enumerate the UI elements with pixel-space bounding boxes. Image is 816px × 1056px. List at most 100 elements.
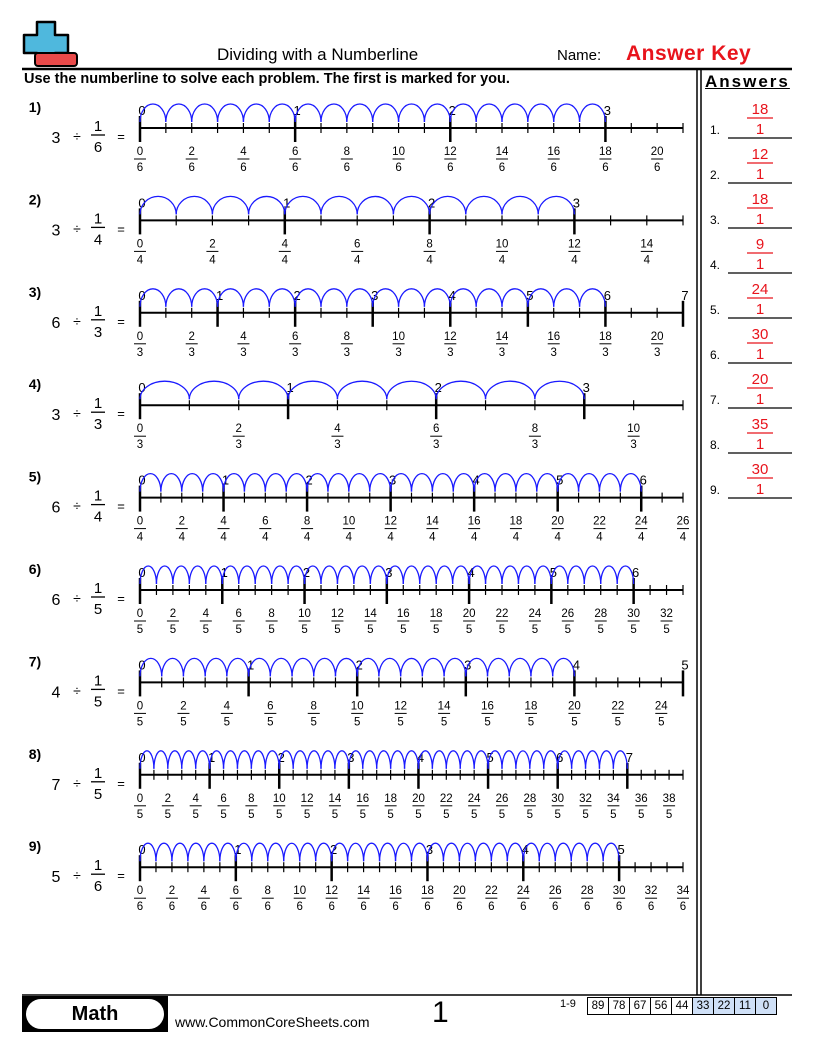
jump-arc: [161, 657, 185, 677]
fraction-label-numerator: 10: [273, 793, 286, 805]
jump-arc: [187, 842, 205, 862]
jump-arc: [515, 750, 531, 769]
jump-arc: [306, 472, 329, 492]
fraction-label-numerator: 32: [579, 793, 592, 805]
jump-arc: [208, 750, 225, 769]
fraction-label-numerator: 2: [189, 146, 195, 158]
fraction-label-denominator: 3: [189, 347, 195, 359]
fraction-label-numerator: 6: [220, 793, 226, 805]
fraction-label-denominator: 3: [654, 347, 660, 359]
jump-arc: [527, 288, 555, 307]
jump-arc: [291, 657, 315, 677]
fraction-label-denominator: 5: [663, 624, 669, 636]
fraction-label-numerator: 30: [613, 885, 626, 897]
jump-arc: [283, 842, 301, 862]
whole-number-label: 7: [681, 288, 688, 303]
answer-item: 9. 30 1: [710, 461, 792, 499]
answer-denominator: 1: [756, 301, 764, 318]
divide-sign: ÷: [73, 775, 81, 791]
fraction-label-denominator: 4: [179, 532, 186, 544]
fraction-label-denominator: 5: [224, 716, 230, 728]
jump-arc: [494, 472, 517, 492]
jump-arc: [264, 750, 280, 769]
fraction-label-denominator: 5: [532, 624, 538, 636]
fraction-label-numerator: 14: [357, 885, 370, 897]
fraction-label-numerator: 20: [551, 516, 564, 528]
jump-arc: [155, 565, 174, 585]
fraction-label-numerator: 22: [440, 793, 453, 805]
jump-arc: [139, 472, 162, 492]
divide-sign: ÷: [73, 682, 81, 698]
fraction-label-numerator: 0: [137, 331, 143, 343]
whole-number-label: 2: [449, 103, 456, 118]
jump-arc: [236, 750, 253, 769]
fraction-label-denominator: 5: [367, 624, 373, 636]
jump-arc: [490, 842, 508, 862]
jump-arc: [465, 195, 503, 215]
fraction-label-numerator: 6: [292, 331, 298, 343]
jump-arc: [195, 750, 211, 769]
jump-arc: [501, 565, 520, 585]
fraction-label-numerator: 2: [180, 700, 186, 712]
jump-arc: [353, 565, 372, 585]
divide-sign: ÷: [73, 405, 81, 421]
jump-arc: [378, 657, 402, 677]
fraction-label-numerator: 8: [532, 423, 538, 435]
jump-arc: [139, 103, 167, 123]
answer-number: 2.: [710, 168, 720, 182]
fraction-label-numerator: 12: [394, 700, 407, 712]
score-cell: 33: [692, 997, 714, 1015]
fraction-label-numerator: 2: [236, 423, 242, 435]
fraction-label-denominator: 5: [165, 809, 171, 821]
equals-sign: =: [117, 221, 125, 236]
fraction-label-denominator: 6: [447, 162, 453, 174]
jump-arc: [238, 380, 289, 400]
jump-arc: [299, 842, 317, 862]
equals-sign: =: [117, 591, 125, 606]
fraction-label-denominator: 5: [332, 809, 338, 821]
problems: 1)3 ÷16=006264616686106212614616631862062…: [29, 99, 690, 913]
fraction-label-numerator: 4: [201, 885, 208, 897]
score-cell: 22: [713, 997, 735, 1015]
jump-arc: [204, 657, 228, 677]
fraction-label-numerator: 18: [421, 885, 434, 897]
jump-arc: [431, 750, 447, 769]
fraction-label-numerator: 14: [640, 238, 653, 250]
jump-arc: [465, 657, 489, 677]
answer-numerator: 9: [756, 236, 764, 253]
fraction-label-denominator: 5: [170, 624, 176, 636]
problem: 5)6 ÷14=004241446428410431241444164184520…: [29, 469, 690, 544]
fraction-label-denominator: 6: [169, 901, 175, 913]
problem: 7)4 ÷15=005254516585210512514531651854205…: [29, 653, 689, 728]
fraction-label-numerator: 12: [444, 331, 457, 343]
fraction-label-denominator: 3: [532, 439, 538, 451]
fraction-label-denominator: 5: [638, 809, 644, 821]
answer-item: 6. 30 1: [710, 326, 792, 364]
fraction-label-denominator: 5: [658, 716, 664, 728]
answer-number: 9.: [710, 483, 720, 497]
jump-arc: [267, 842, 285, 862]
fraction-label-numerator: 4: [240, 331, 247, 343]
equals-sign: =: [117, 314, 125, 329]
fraction-label-numerator: 38: [663, 793, 676, 805]
jump-arc: [474, 842, 493, 862]
answer-numerator: 12: [752, 146, 769, 163]
divide-sign: ÷: [73, 128, 81, 144]
fraction-label-denominator: 5: [397, 716, 403, 728]
problem-number: 6): [29, 561, 41, 577]
whole-number-label: 4: [449, 288, 456, 303]
fraction-label-numerator: 34: [677, 885, 690, 897]
answer-denominator: 1: [756, 166, 764, 183]
jump-arc: [334, 750, 350, 769]
jump-arc: [410, 842, 429, 862]
fraction-label-numerator: 32: [645, 885, 658, 897]
jump-arc: [219, 842, 237, 862]
fraction-label-numerator: 24: [517, 885, 530, 897]
jump-arc: [313, 657, 337, 677]
fraction-label-numerator: 16: [468, 516, 481, 528]
jump-arc: [402, 565, 421, 585]
jump-arc: [445, 750, 461, 769]
fraction-label-numerator: 36: [635, 793, 648, 805]
